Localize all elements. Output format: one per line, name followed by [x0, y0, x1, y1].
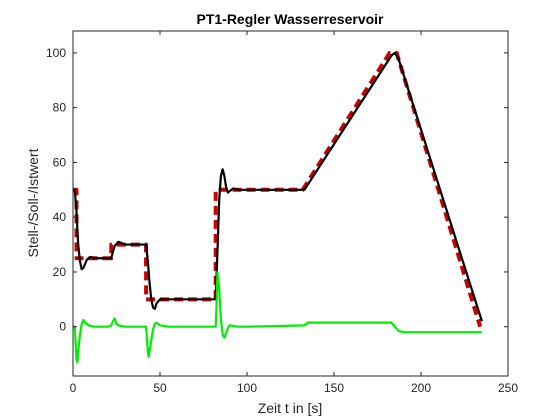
chart-title: PT1-Regler Wasserreservoir: [196, 11, 384, 27]
y-tick-label: 0: [59, 320, 66, 334]
y-tick-label: 100: [46, 46, 66, 60]
y-tick-label: 60: [53, 155, 67, 169]
series-line-istwert: [73, 51, 483, 322]
series-layer: [73, 50, 483, 364]
y-tick-label: 40: [53, 210, 67, 224]
y-tick-label: 80: [53, 101, 67, 115]
x-axis-label: Zeit t in [s]: [258, 400, 323, 416]
y-axis: 0 20 40 60 80 100: [46, 46, 508, 334]
x-tick-label: 0: [70, 381, 77, 395]
series-line-stellwert: [73, 270, 482, 364]
y-axis-label: Stell-/Soll-/Istwert: [25, 148, 41, 257]
y-tick-label: 20: [53, 265, 67, 279]
x-tick-label: 250: [498, 381, 518, 395]
x-tick-label: 200: [411, 381, 431, 395]
x-axis: 0 50 100 150 200 250: [70, 31, 518, 395]
plot-frame: [72, 30, 509, 377]
x-tick-label: 50: [153, 381, 167, 395]
x-tick-label: 150: [324, 381, 344, 395]
series-line-sollwert: [73, 50, 483, 328]
x-tick-label: 100: [237, 381, 257, 395]
